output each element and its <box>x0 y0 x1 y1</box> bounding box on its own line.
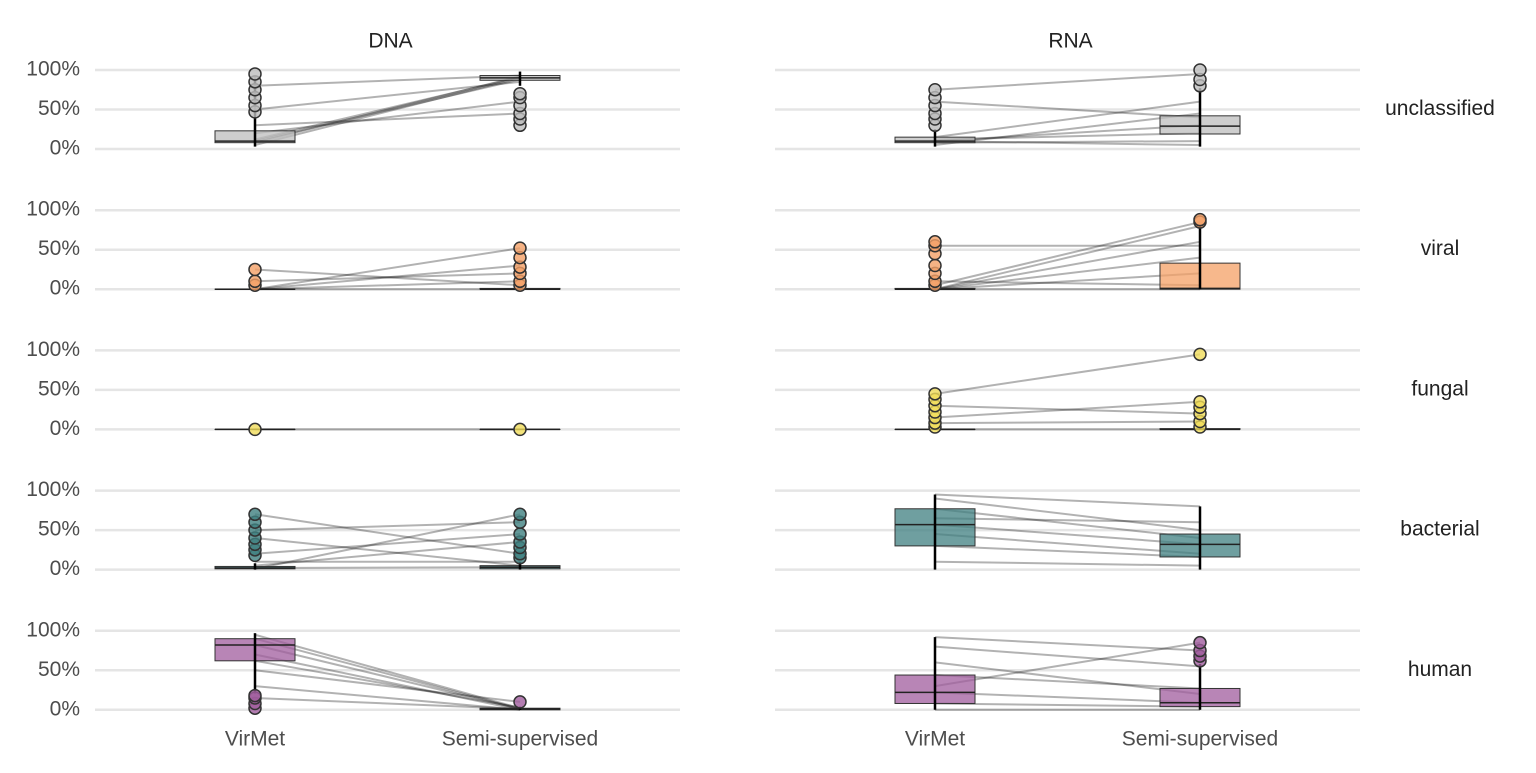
y-tick-label: 50% <box>38 237 80 260</box>
outlier <box>514 528 526 540</box>
paired-line <box>255 655 520 710</box>
y-tick-label: 100% <box>26 478 80 501</box>
row-label: unclassified <box>1385 97 1495 120</box>
outlier <box>249 508 261 520</box>
paired-line <box>935 354 1200 394</box>
outlier <box>249 263 261 275</box>
outlier <box>1194 214 1206 226</box>
y-tick-label: 0% <box>50 277 80 300</box>
y-tick-label: 0% <box>50 697 80 720</box>
outlier <box>249 423 261 435</box>
paired-line <box>255 273 520 281</box>
outlier <box>249 690 261 702</box>
y-tick-label: 0% <box>50 557 80 580</box>
outlier <box>929 260 941 272</box>
y-tick-label: 100% <box>26 618 80 641</box>
y-tick-label: 0% <box>50 137 80 160</box>
outlier <box>929 388 941 400</box>
outlier <box>249 275 261 287</box>
outlier <box>1194 637 1206 649</box>
column-title: DNA <box>368 30 412 53</box>
x-tick-label: Semi-supervised <box>1122 728 1278 751</box>
outlier <box>929 84 941 96</box>
row-label: viral <box>1421 237 1460 260</box>
paired-line <box>935 495 1200 507</box>
outlier <box>1194 396 1206 408</box>
y-tick-label: 100% <box>26 338 80 361</box>
outlier <box>514 88 526 100</box>
outlier <box>514 423 526 435</box>
paired-line <box>255 514 520 554</box>
y-tick-label: 100% <box>26 58 80 81</box>
y-tick-label: 50% <box>38 377 80 400</box>
y-tick-label: 50% <box>38 658 80 681</box>
y-tick-label: 100% <box>26 198 80 221</box>
row-label: bacterial <box>1400 518 1479 541</box>
outlier <box>1194 64 1206 76</box>
outlier <box>1194 348 1206 360</box>
outlier <box>514 242 526 254</box>
y-tick-label: 50% <box>38 97 80 120</box>
paired-line <box>935 402 1200 418</box>
row-label: human <box>1408 658 1472 681</box>
paired-line <box>935 422 1200 424</box>
y-tick-label: 0% <box>50 417 80 440</box>
outlier <box>514 696 526 708</box>
column-title: RNA <box>1048 30 1092 53</box>
paired-line <box>935 74 1200 90</box>
row-label: fungal <box>1411 377 1468 400</box>
outlier <box>929 236 941 248</box>
paired-line <box>255 113 520 125</box>
outlier <box>249 68 261 80</box>
paired-line <box>935 562 1200 566</box>
x-tick-label: VirMet <box>225 728 285 751</box>
x-tick-label: Semi-supervised <box>442 728 598 751</box>
y-tick-label: 50% <box>38 518 80 541</box>
x-tick-label: VirMet <box>905 728 965 751</box>
outlier <box>514 508 526 520</box>
